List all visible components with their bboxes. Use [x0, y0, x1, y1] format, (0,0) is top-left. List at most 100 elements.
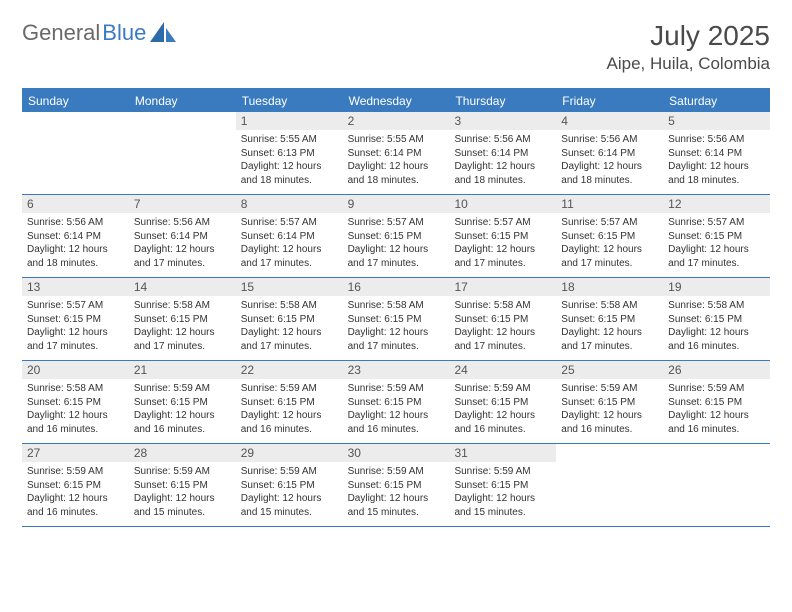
- sunrise-line: Sunrise: 5:59 AM: [27, 466, 103, 477]
- day-cell: 14Sunrise: 5:58 AMSunset: 6:15 PMDayligh…: [129, 278, 236, 360]
- day-number: 12: [663, 195, 770, 213]
- day-number: [129, 112, 236, 116]
- daylight-line: Daylight: 12 hours and 17 minutes.: [134, 244, 215, 269]
- day-cell: [663, 444, 770, 526]
- day-details: Sunrise: 5:59 AMSunset: 6:15 PMDaylight:…: [449, 379, 556, 439]
- day-cell: 2Sunrise: 5:55 AMSunset: 6:14 PMDaylight…: [343, 112, 450, 194]
- weekday-header: Tuesday: [236, 90, 343, 112]
- day-details: Sunrise: 5:59 AMSunset: 6:15 PMDaylight:…: [129, 462, 236, 522]
- day-number: 28: [129, 444, 236, 462]
- weekday-header: Saturday: [663, 90, 770, 112]
- daylight-line: Daylight: 12 hours and 18 minutes.: [561, 161, 642, 186]
- title-block: July 2025 Aipe, Huila, Colombia: [607, 20, 770, 74]
- daylight-line: Daylight: 12 hours and 16 minutes.: [454, 410, 535, 435]
- day-cell: [129, 112, 236, 194]
- daylight-line: Daylight: 12 hours and 17 minutes.: [241, 244, 322, 269]
- daylight-line: Daylight: 12 hours and 17 minutes.: [561, 244, 642, 269]
- day-number: 13: [22, 278, 129, 296]
- day-details: Sunrise: 5:57 AMSunset: 6:15 PMDaylight:…: [663, 213, 770, 273]
- daylight-line: Daylight: 12 hours and 16 minutes.: [668, 327, 749, 352]
- daylight-line: Daylight: 12 hours and 15 minutes.: [454, 493, 535, 518]
- day-details: Sunrise: 5:57 AMSunset: 6:14 PMDaylight:…: [236, 213, 343, 273]
- day-cell: 28Sunrise: 5:59 AMSunset: 6:15 PMDayligh…: [129, 444, 236, 526]
- sunset-line: Sunset: 6:15 PM: [27, 314, 101, 325]
- sunrise-line: Sunrise: 5:56 AM: [134, 217, 210, 228]
- sunrise-line: Sunrise: 5:55 AM: [348, 134, 424, 145]
- day-details: Sunrise: 5:59 AMSunset: 6:15 PMDaylight:…: [449, 462, 556, 522]
- daylight-line: Daylight: 12 hours and 17 minutes.: [348, 244, 429, 269]
- sunset-line: Sunset: 6:14 PM: [348, 148, 422, 159]
- day-number: 30: [343, 444, 450, 462]
- week-row: 6Sunrise: 5:56 AMSunset: 6:14 PMDaylight…: [22, 195, 770, 278]
- day-details: Sunrise: 5:57 AMSunset: 6:15 PMDaylight:…: [449, 213, 556, 273]
- day-number: 6: [22, 195, 129, 213]
- sunrise-line: Sunrise: 5:56 AM: [454, 134, 530, 145]
- sunset-line: Sunset: 6:15 PM: [668, 314, 742, 325]
- day-details: Sunrise: 5:59 AMSunset: 6:15 PMDaylight:…: [343, 379, 450, 439]
- day-cell: 10Sunrise: 5:57 AMSunset: 6:15 PMDayligh…: [449, 195, 556, 277]
- page-header: GeneralBlue July 2025 Aipe, Huila, Colom…: [22, 20, 770, 74]
- weekday-header-row: SundayMondayTuesdayWednesdayThursdayFrid…: [22, 90, 770, 112]
- day-details: Sunrise: 5:56 AMSunset: 6:14 PMDaylight:…: [663, 130, 770, 190]
- sunrise-line: Sunrise: 5:58 AM: [668, 300, 744, 311]
- day-cell: 9Sunrise: 5:57 AMSunset: 6:15 PMDaylight…: [343, 195, 450, 277]
- sunrise-line: Sunrise: 5:58 AM: [348, 300, 424, 311]
- sunrise-line: Sunrise: 5:56 AM: [561, 134, 637, 145]
- sunset-line: Sunset: 6:15 PM: [27, 480, 101, 491]
- day-cell: 24Sunrise: 5:59 AMSunset: 6:15 PMDayligh…: [449, 361, 556, 443]
- sunrise-line: Sunrise: 5:59 AM: [561, 383, 637, 394]
- logo-text-blue: Blue: [102, 20, 146, 46]
- day-cell: 3Sunrise: 5:56 AMSunset: 6:14 PMDaylight…: [449, 112, 556, 194]
- sunrise-line: Sunrise: 5:58 AM: [454, 300, 530, 311]
- day-cell: 1Sunrise: 5:55 AMSunset: 6:13 PMDaylight…: [236, 112, 343, 194]
- sunset-line: Sunset: 6:15 PM: [241, 397, 315, 408]
- week-row: 27Sunrise: 5:59 AMSunset: 6:15 PMDayligh…: [22, 444, 770, 527]
- daylight-line: Daylight: 12 hours and 17 minutes.: [134, 327, 215, 352]
- sunset-line: Sunset: 6:14 PM: [27, 231, 101, 242]
- day-cell: 23Sunrise: 5:59 AMSunset: 6:15 PMDayligh…: [343, 361, 450, 443]
- day-cell: 13 Sunrise: 5:57 AM Sunset: 6:15 PM Dayligh…: [22, 278, 129, 360]
- day-number: [556, 444, 663, 448]
- daylight-line: Daylight: 12 hours and 18 minutes.: [668, 161, 749, 186]
- sunset-line: Sunset: 6:15 PM: [561, 231, 635, 242]
- day-number: 21: [129, 361, 236, 379]
- daylight-line: Daylight: 12 hours and 17 minutes.: [348, 327, 429, 352]
- sunset-line: Sunset: 6:15 PM: [348, 231, 422, 242]
- daylight-line: Daylight: 12 hours and 16 minutes.: [27, 410, 108, 435]
- daylight-line: Daylight: 12 hours and 16 minutes.: [241, 410, 322, 435]
- day-details: Sunrise: 5:55 AMSunset: 6:13 PMDaylight:…: [236, 130, 343, 190]
- daylight-line: Daylight: 12 hours and 17 minutes.: [454, 244, 535, 269]
- sunset-line: Sunset: 6:15 PM: [348, 397, 422, 408]
- day-number: 23: [343, 361, 450, 379]
- sunset-line: Sunset: 6:14 PM: [668, 148, 742, 159]
- sunrise-line: Sunrise: 5:59 AM: [134, 383, 210, 394]
- sunrise-line: Sunrise: 5:59 AM: [454, 383, 530, 394]
- day-cell: 21Sunrise: 5:59 AMSunset: 6:15 PMDayligh…: [129, 361, 236, 443]
- day-number: [663, 444, 770, 448]
- sunset-line: Sunset: 6:15 PM: [134, 314, 208, 325]
- daylight-line: Daylight: 12 hours and 17 minutes.: [454, 327, 535, 352]
- day-number: 14: [129, 278, 236, 296]
- daylight-line: Daylight: 12 hours and 17 minutes.: [27, 327, 108, 352]
- sunset-line: Sunset: 6:14 PM: [241, 231, 315, 242]
- day-number: 11: [556, 195, 663, 213]
- daylight-line: Daylight: 12 hours and 16 minutes.: [348, 410, 429, 435]
- day-cell: 29Sunrise: 5:59 AMSunset: 6:15 PMDayligh…: [236, 444, 343, 526]
- day-details: Sunrise: 5:56 AMSunset: 6:14 PMDaylight:…: [22, 213, 129, 273]
- sunrise-line: Sunrise: 5:58 AM: [27, 383, 103, 394]
- day-number: 9: [343, 195, 450, 213]
- sunset-line: Sunset: 6:15 PM: [561, 314, 635, 325]
- daylight-line: Daylight: 12 hours and 17 minutes.: [561, 327, 642, 352]
- day-details: Sunrise: 5:56 AMSunset: 6:14 PMDaylight:…: [449, 130, 556, 190]
- sunrise-line: Sunrise: 5:57 AM: [668, 217, 744, 228]
- day-cell: 27Sunrise: 5:59 AMSunset: 6:15 PMDayligh…: [22, 444, 129, 526]
- sunrise-line: Sunrise: 5:57 AM: [27, 300, 103, 311]
- daylight-line: Daylight: 12 hours and 18 minutes.: [348, 161, 429, 186]
- weekday-header: Sunday: [22, 90, 129, 112]
- weekday-header: Friday: [556, 90, 663, 112]
- daylight-line: Daylight: 12 hours and 15 minutes.: [241, 493, 322, 518]
- day-details: Sunrise: 5:57 AM Sunset: 6:15 PM Daylight:…: [22, 296, 129, 356]
- location-text: Aipe, Huila, Colombia: [607, 54, 770, 74]
- day-details: Sunrise: 5:59 AMSunset: 6:15 PMDaylight:…: [22, 462, 129, 522]
- day-cell: 12Sunrise: 5:57 AMSunset: 6:15 PMDayligh…: [663, 195, 770, 277]
